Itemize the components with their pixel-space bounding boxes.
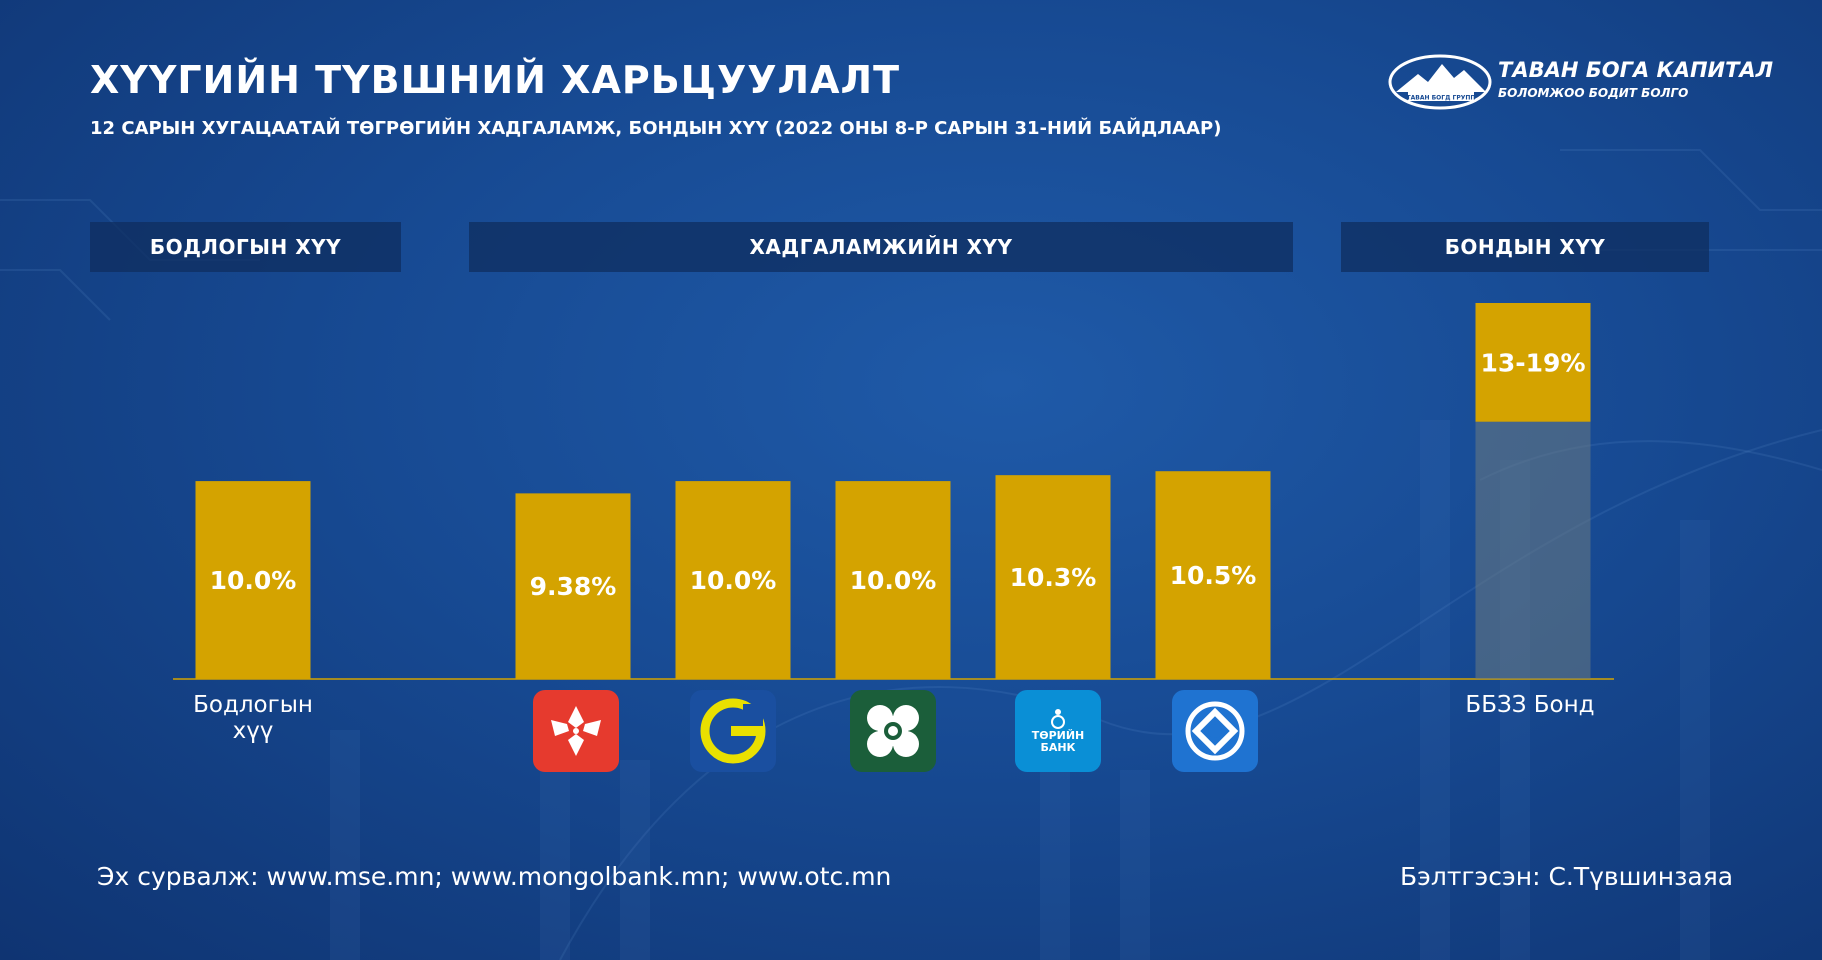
section-header-deposit: ХАДГАЛАМЖИЙН ХҮҮ (469, 222, 1293, 272)
data-label-3: 10.0% (850, 566, 937, 595)
section-header-bond: БОНДЫН ХҮҮ (1341, 222, 1709, 272)
logo-name: ТАВАН БОГА КАПИТАЛ (1498, 58, 1774, 82)
source-note: Эх сурвалж: www.mse.mn; www.mongolbank.m… (97, 862, 892, 891)
bar-bond-range (1475, 303, 1591, 422)
bar-5 (1155, 471, 1271, 679)
data-label-2: 10.0% (690, 566, 777, 595)
author-note: Бэлтгэсэн: С.Түвшинзаяа (1400, 862, 1734, 891)
page-title: ХҮҮГИЙН ТҮВШНИЙ ХАРЬЦУУЛАЛТ (90, 58, 900, 102)
data-label-5: 10.5% (1170, 561, 1257, 590)
data-label-0: 10.0% (210, 566, 297, 595)
bar-3 (835, 481, 951, 679)
khan-bank-logo-icon (533, 690, 619, 772)
logo-tagline: БОЛОМЖОО БОДИТ БОЛГО (1498, 86, 1689, 100)
tdb-bank-logo-icon (1172, 690, 1258, 772)
mountain-logo-icon: ТАВАН БОГД ГРУПП (1388, 54, 1492, 110)
bar-bond-range-base (1475, 421, 1591, 679)
bar-2 (675, 481, 791, 679)
section-header-policy: БОДЛОГЫН ХҮҮ (90, 222, 401, 272)
xac-bank-logo-icon (850, 690, 936, 772)
category-label-bond: ББЗЗ Бонд (1465, 692, 1595, 718)
state-bank-logo-text: ТӨРИЙН БАНК (1031, 729, 1085, 754)
bar-0 (195, 481, 311, 679)
page-subtitle: 12 САРЫН ХУГАЦААТАЙ ТӨГРӨГИЙН ХАДГАЛАМЖ,… (90, 118, 1222, 139)
bar-1 (515, 493, 631, 679)
golomt-bank-logo-icon (690, 690, 776, 772)
data-label-6: 13-19% (1480, 348, 1585, 377)
data-label-4: 10.3% (1010, 563, 1097, 592)
state-bank-logo-icon: ТӨРИЙН БАНК (1015, 690, 1101, 772)
bar-4 (995, 475, 1111, 679)
category-label-policy: Бодлогын хүү (193, 692, 313, 744)
logo-badge: ТАВАН БОГД ГРУПП (1407, 95, 1476, 102)
data-label-1: 9.38% (530, 572, 617, 601)
company-logo: ТАВАН БОГД ГРУПП ТАВАН БОГА КАПИТАЛ БОЛО… (1388, 52, 1773, 110)
